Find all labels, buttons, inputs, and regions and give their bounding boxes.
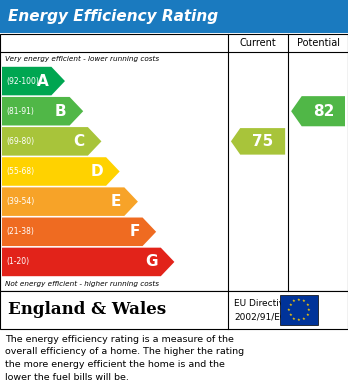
Text: (21-38): (21-38) [6, 227, 34, 236]
Text: C: C [74, 134, 85, 149]
Bar [0, 291, 348, 329]
Polygon shape [2, 248, 174, 276]
Text: ★: ★ [297, 298, 301, 302]
Text: Potential: Potential [296, 38, 340, 48]
Bar [280, 295, 318, 325]
Text: ★: ★ [292, 300, 296, 303]
Text: ★: ★ [306, 313, 309, 317]
Text: ★: ★ [302, 300, 306, 303]
Text: ★: ★ [288, 313, 292, 317]
Polygon shape [231, 128, 285, 154]
Text: Very energy efficient - lower running costs: Very energy efficient - lower running co… [5, 56, 159, 62]
Text: (1-20): (1-20) [6, 257, 29, 266]
Text: B: B [55, 104, 66, 119]
Polygon shape [2, 217, 156, 246]
Text: F: F [129, 224, 140, 239]
Polygon shape [2, 187, 138, 216]
Polygon shape [2, 127, 101, 156]
Text: 2002/91/EC: 2002/91/EC [234, 312, 286, 321]
Text: (92-100): (92-100) [6, 77, 39, 86]
Text: Current: Current [240, 38, 276, 48]
Text: ★: ★ [292, 317, 296, 321]
Text: ★: ★ [287, 308, 291, 312]
Text: EU Directive: EU Directive [234, 299, 290, 308]
Bar [0, 0, 348, 33]
Bar [0, 34, 348, 291]
Text: D: D [90, 164, 103, 179]
Text: (69-80): (69-80) [6, 137, 34, 146]
Text: (55-68): (55-68) [6, 167, 34, 176]
Text: G: G [145, 255, 158, 269]
Text: Not energy efficient - higher running costs: Not energy efficient - higher running co… [5, 281, 159, 287]
Text: Energy Efficiency Rating: Energy Efficiency Rating [8, 9, 218, 24]
Polygon shape [291, 96, 345, 126]
Text: The energy efficiency rating is a measure of the
overall efficiency of a home. T: The energy efficiency rating is a measur… [5, 335, 244, 382]
Polygon shape [2, 157, 120, 186]
Text: ★: ★ [307, 308, 311, 312]
Text: England & Wales: England & Wales [8, 301, 166, 319]
Text: (81-91): (81-91) [6, 107, 34, 116]
Text: ★: ★ [306, 303, 309, 307]
Polygon shape [2, 67, 65, 95]
Text: E: E [111, 194, 121, 209]
Text: 82: 82 [313, 104, 334, 119]
Text: A: A [37, 74, 48, 89]
Text: 75: 75 [252, 134, 273, 149]
Text: (39-54): (39-54) [6, 197, 34, 206]
Polygon shape [2, 97, 83, 126]
Text: ★: ★ [302, 317, 306, 321]
Text: ★: ★ [288, 303, 292, 307]
Text: ★: ★ [297, 318, 301, 322]
